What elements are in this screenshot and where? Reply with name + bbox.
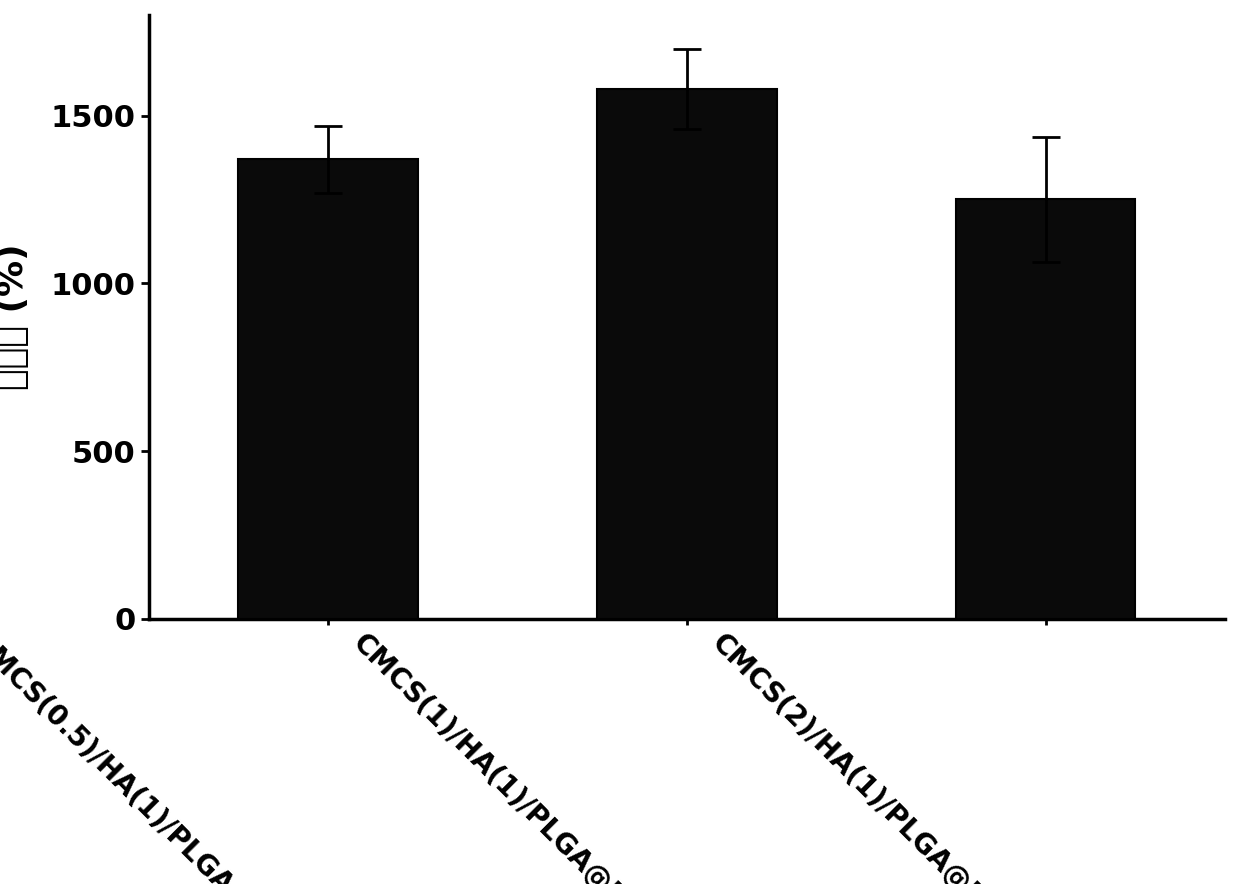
Bar — [598, 88, 776, 619]
Y-axis label: 吸水率 (%): 吸水率 (%) — [0, 244, 30, 390]
Bar — [956, 200, 1136, 619]
Bar — [238, 159, 418, 619]
